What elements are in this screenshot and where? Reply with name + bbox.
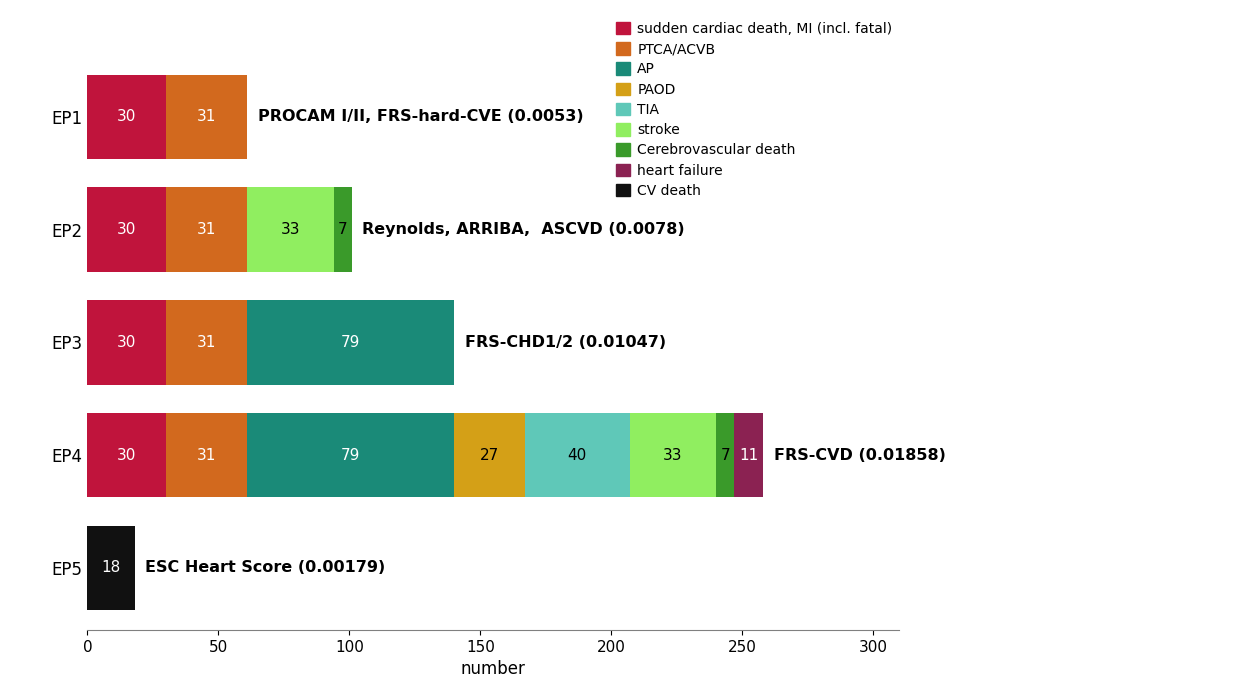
Bar xyxy=(166,300,247,385)
Text: FRS-CHD1/2 (0.01047): FRS-CHD1/2 (0.01047) xyxy=(465,335,666,350)
X-axis label: number: number xyxy=(461,660,526,678)
Bar xyxy=(525,413,629,498)
Text: 7: 7 xyxy=(721,448,729,463)
Bar xyxy=(166,75,247,159)
Bar xyxy=(87,300,166,385)
Bar xyxy=(247,413,455,498)
Text: PROCAM I/II, FRS-hard-CVE (0.0053): PROCAM I/II, FRS-hard-CVE (0.0053) xyxy=(257,109,583,125)
Text: ESC Heart Score (0.00179): ESC Heart Score (0.00179) xyxy=(145,561,385,575)
Bar xyxy=(333,188,352,272)
Text: 31: 31 xyxy=(197,222,216,237)
Bar xyxy=(87,526,135,610)
Text: 31: 31 xyxy=(197,335,216,350)
Text: 30: 30 xyxy=(117,448,136,463)
Bar xyxy=(629,413,716,498)
Bar xyxy=(247,300,455,385)
Bar xyxy=(166,413,247,498)
Bar xyxy=(87,413,166,498)
Text: 40: 40 xyxy=(567,448,587,463)
Bar xyxy=(166,188,247,272)
Text: 27: 27 xyxy=(480,448,500,463)
Bar xyxy=(87,188,166,272)
Bar xyxy=(87,75,166,159)
Legend: sudden cardiac death, MI (incl. fatal), PTCA/ACVB, AP, PAOD, TIA, stroke, Cerebr: sudden cardiac death, MI (incl. fatal), … xyxy=(616,22,892,198)
Text: 31: 31 xyxy=(197,109,216,125)
Text: 7: 7 xyxy=(338,222,347,237)
Text: 79: 79 xyxy=(341,448,360,463)
Bar xyxy=(455,413,525,498)
Text: 31: 31 xyxy=(197,448,216,463)
Text: 30: 30 xyxy=(117,222,136,237)
Text: 18: 18 xyxy=(101,561,121,575)
Text: FRS-CVD (0.01858): FRS-CVD (0.01858) xyxy=(773,448,945,463)
Bar xyxy=(716,413,734,498)
Text: 11: 11 xyxy=(739,448,758,463)
Text: 30: 30 xyxy=(117,109,136,125)
Text: 30: 30 xyxy=(117,335,136,350)
Bar xyxy=(734,413,763,498)
Text: Reynolds, ARRIBA,  ASCVD (0.0078): Reynolds, ARRIBA, ASCVD (0.0078) xyxy=(362,222,684,237)
Text: 33: 33 xyxy=(663,448,682,463)
Text: 79: 79 xyxy=(341,335,360,350)
Bar xyxy=(247,188,333,272)
Text: 33: 33 xyxy=(281,222,300,237)
